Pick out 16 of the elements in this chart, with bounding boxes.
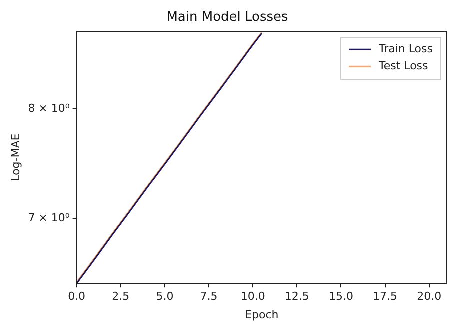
x-tick-label: 2.5	[112, 290, 130, 304]
chart-title: Main Model Losses	[166, 10, 289, 26]
y-axis-title: Log-MAE	[9, 134, 22, 182]
legend-label: Test Loss	[378, 59, 429, 72]
x-tick-label: 0.0	[68, 290, 86, 304]
x-tick-label: 10.0	[240, 290, 266, 304]
x-tick-label: 7.5	[200, 290, 218, 304]
x-tick-label: 5.0	[156, 290, 174, 304]
x-tick-label: 17.5	[373, 290, 398, 304]
y-tick-label: 8 × 10⁰	[28, 102, 70, 115]
x-axis-title: Epoch	[245, 308, 279, 322]
x-tick-label: 15.0	[328, 290, 354, 304]
y-tick-label: 7 × 10⁰	[28, 212, 70, 225]
legend-label: Train Loss	[378, 42, 434, 56]
x-tick-label: 20.0	[417, 290, 442, 304]
x-tick-label: 12.5	[284, 290, 310, 304]
